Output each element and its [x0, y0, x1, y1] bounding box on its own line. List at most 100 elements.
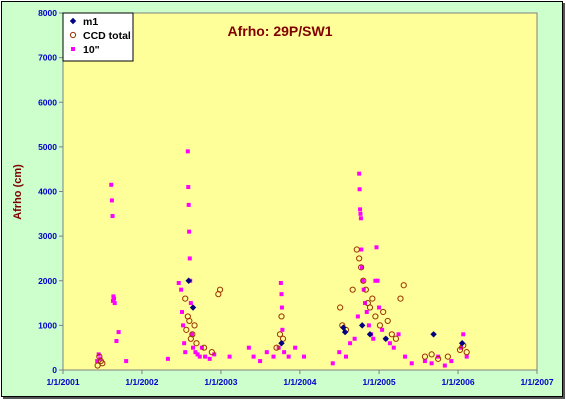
point-ccd-total — [99, 360, 106, 367]
point-ccd-total — [372, 313, 379, 320]
point-10 — [359, 247, 364, 252]
y-tick-label: 6000 — [38, 97, 57, 107]
point-10 — [377, 305, 382, 310]
point-10 — [286, 354, 291, 359]
point-10 — [293, 345, 298, 350]
point-ccd-total — [392, 335, 400, 342]
point-10 — [212, 352, 217, 357]
point-10 — [302, 354, 307, 359]
point-10 — [195, 352, 200, 357]
y-tick-label: 3000 — [38, 231, 57, 241]
y-axis-label: Afrho (cm) — [12, 164, 24, 220]
x-tick-label: 1/1/2002 — [125, 377, 158, 387]
point-10 — [449, 359, 454, 364]
point-ccd-total — [362, 286, 369, 293]
point-m1 — [382, 335, 389, 342]
point-ccd-total — [200, 344, 208, 351]
point-ccd-total — [186, 317, 193, 325]
point-m1 — [189, 304, 197, 311]
point-ccd-total — [353, 246, 360, 253]
point-10 — [358, 207, 363, 212]
point-ccd-total — [356, 255, 363, 262]
x-tick-label: 1/1/2004 — [283, 377, 316, 387]
point-10 — [461, 332, 466, 337]
point-10 — [110, 214, 115, 219]
point-10 — [343, 354, 348, 359]
point-10 — [95, 359, 100, 364]
point-ccd-total — [183, 326, 190, 333]
point-10 — [189, 332, 194, 337]
point-ccd-total — [456, 346, 464, 354]
point-ccd-total — [358, 264, 365, 271]
point-ccd-total — [369, 295, 376, 302]
point-10 — [271, 354, 276, 359]
point-10 — [374, 245, 379, 250]
point-10 — [391, 345, 396, 350]
point-10 — [197, 354, 202, 359]
x-tick-label: 1/1/2003 — [204, 377, 237, 387]
point-10 — [403, 354, 408, 359]
point-10 — [373, 278, 378, 283]
point-10 — [348, 341, 353, 346]
x-tick-label: 1/1/2001 — [46, 377, 79, 387]
point-ccd-total — [360, 277, 367, 284]
point-ccd-total — [366, 304, 374, 311]
point-10 — [179, 287, 184, 292]
point-10 — [359, 265, 364, 270]
point-ccd-total — [376, 322, 384, 329]
point-ccd-total — [435, 355, 442, 362]
point-10 — [109, 182, 114, 187]
point-10 — [280, 327, 285, 332]
point-10 — [464, 354, 469, 359]
point-10 — [124, 359, 129, 364]
point-10 — [251, 354, 256, 359]
x-tick-label: 1/1/2007 — [520, 377, 553, 387]
y-tick-label: 8000 — [38, 8, 57, 18]
point-10 — [112, 301, 117, 306]
point-ccd-total — [337, 304, 344, 311]
point-10 — [193, 350, 198, 355]
point-10 — [429, 361, 434, 366]
point-10 — [183, 350, 188, 355]
point-ccd-total — [380, 308, 387, 316]
legend: m1 CCD total 10" — [62, 12, 134, 62]
legend-label: 10" — [83, 44, 100, 56]
point-10 — [109, 198, 114, 203]
point-10 — [358, 211, 363, 216]
point-ccd-total — [216, 286, 224, 293]
point-ccd-total — [94, 362, 101, 369]
point-ccd-total — [428, 351, 435, 358]
point-10 — [357, 171, 362, 176]
point-10 — [110, 298, 115, 303]
point-10 — [246, 345, 251, 350]
y-tick-label: 0 — [52, 365, 57, 375]
point-ccd-total — [182, 295, 189, 302]
point-10 — [360, 278, 365, 283]
point-10 — [187, 229, 192, 234]
y-tick-label: 5000 — [38, 142, 57, 152]
point-10 — [187, 256, 192, 261]
legend-label: m1 — [83, 16, 98, 28]
point-10 — [111, 294, 116, 299]
point-10 — [116, 330, 121, 335]
point-ccd-total — [400, 282, 407, 289]
point-10 — [186, 185, 191, 190]
legend-marker-2 — [71, 47, 75, 51]
point-10 — [165, 356, 170, 361]
y-tick-label: 2000 — [38, 276, 57, 286]
point-ccd-total — [191, 322, 198, 329]
point-10 — [179, 309, 184, 314]
point-10 — [182, 341, 187, 346]
point-10 — [114, 338, 119, 343]
point-10 — [355, 314, 360, 319]
y-tick-label: 1000 — [38, 320, 57, 330]
point-10 — [176, 280, 181, 285]
point-10 — [364, 309, 369, 314]
point-10 — [203, 354, 208, 359]
point-10 — [380, 327, 385, 332]
point-10 — [279, 292, 284, 297]
point-m1 — [278, 340, 285, 347]
point-10 — [371, 336, 376, 341]
point-10 — [282, 350, 287, 355]
point-ccd-total — [349, 286, 356, 293]
